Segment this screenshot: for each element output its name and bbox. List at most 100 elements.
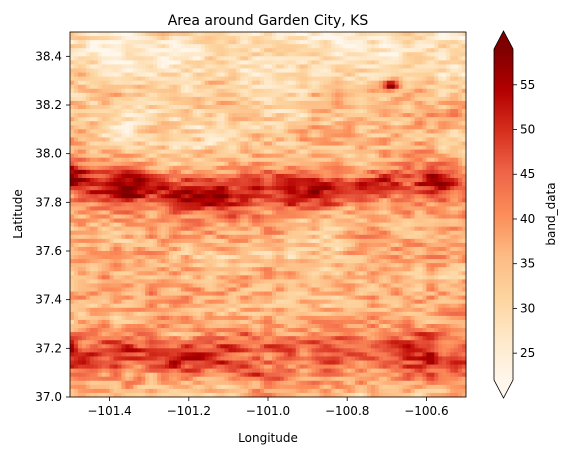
heat-cell bbox=[311, 64, 317, 69]
heat-cell bbox=[244, 113, 249, 118]
heat-cell bbox=[450, 141, 455, 147]
heat-cell bbox=[422, 182, 427, 187]
heat-cell bbox=[149, 222, 154, 228]
heat-cell bbox=[70, 109, 75, 114]
heat-cell bbox=[208, 161, 214, 167]
heat-cell bbox=[260, 84, 265, 90]
heat-cell bbox=[331, 218, 336, 224]
heat-cell bbox=[176, 157, 182, 163]
heat-cell bbox=[180, 178, 186, 183]
heat-cell bbox=[311, 165, 317, 171]
heat-cell bbox=[402, 125, 408, 130]
heat-cell bbox=[406, 84, 412, 90]
heat-cell bbox=[406, 117, 412, 122]
heat-cell bbox=[85, 214, 91, 220]
heat-cell bbox=[367, 80, 372, 86]
heat-cell bbox=[172, 230, 178, 236]
heat-cell bbox=[295, 169, 301, 175]
heat-cell bbox=[271, 186, 277, 191]
heat-cell bbox=[125, 32, 130, 37]
heat-cell bbox=[430, 109, 435, 114]
heat-cell bbox=[315, 52, 320, 57]
heat-cell bbox=[220, 60, 225, 65]
heat-cell bbox=[430, 210, 435, 215]
heat-cell bbox=[133, 113, 138, 118]
heat-cell bbox=[105, 214, 111, 220]
heat-cell bbox=[382, 64, 388, 69]
heat-cell bbox=[200, 145, 206, 151]
heat-cell bbox=[109, 149, 115, 155]
heat-cell bbox=[113, 129, 119, 134]
heat-cell bbox=[434, 165, 439, 171]
heat-cell bbox=[291, 32, 297, 37]
heat-cell bbox=[299, 88, 305, 94]
heat-cell bbox=[161, 165, 166, 171]
heat-cell bbox=[402, 198, 408, 203]
heat-cell bbox=[161, 230, 166, 236]
heat-cell bbox=[264, 186, 269, 191]
heat-cell bbox=[406, 44, 412, 49]
heat-cell bbox=[351, 80, 356, 86]
heat-cell bbox=[438, 141, 443, 147]
heat-cell bbox=[77, 186, 83, 191]
heat-cell bbox=[402, 206, 408, 211]
heat-cell bbox=[343, 230, 348, 236]
heat-cell bbox=[394, 169, 400, 175]
heat-cell bbox=[268, 64, 273, 69]
heat-cell bbox=[323, 226, 328, 232]
heat-cell bbox=[367, 182, 372, 187]
heat-cell bbox=[228, 121, 233, 126]
heat-cell bbox=[260, 52, 265, 57]
heat-cell bbox=[240, 88, 245, 94]
heat-cell bbox=[359, 137, 364, 142]
heat-cell bbox=[275, 149, 281, 155]
heat-cell bbox=[176, 96, 182, 102]
heat-cell bbox=[137, 117, 142, 122]
heat-cell bbox=[220, 206, 225, 211]
heat-cell bbox=[351, 194, 356, 199]
heat-cell bbox=[299, 194, 305, 199]
heat-cell bbox=[192, 36, 198, 41]
heat-cell bbox=[283, 44, 289, 49]
heat-cell bbox=[252, 32, 257, 37]
heat-cell bbox=[145, 210, 150, 215]
heat-cell bbox=[268, 157, 273, 163]
heat-cell bbox=[97, 76, 103, 82]
heat-cell bbox=[315, 92, 320, 98]
heat-cell bbox=[121, 32, 126, 37]
heat-cell bbox=[268, 80, 273, 86]
heat-cell bbox=[406, 226, 412, 232]
heat-cell bbox=[378, 169, 384, 175]
heat-cell bbox=[145, 173, 150, 179]
heat-cell bbox=[236, 145, 241, 151]
heat-cell bbox=[165, 60, 170, 65]
heat-cell bbox=[204, 52, 210, 57]
heat-cell bbox=[430, 194, 435, 199]
heat-cell bbox=[125, 76, 130, 82]
heat-cell bbox=[442, 92, 447, 98]
heat-cell bbox=[275, 230, 281, 236]
heat-cell bbox=[93, 214, 99, 220]
heat-cell bbox=[145, 230, 150, 236]
heat-cell bbox=[406, 157, 412, 163]
heat-cell bbox=[450, 129, 455, 134]
heat-cell bbox=[370, 141, 376, 147]
heat-cell bbox=[264, 125, 269, 130]
heat-cell bbox=[279, 40, 285, 45]
heat-cell bbox=[117, 68, 122, 74]
heat-cell bbox=[406, 52, 412, 57]
heat-cell bbox=[117, 80, 122, 86]
heat-cell bbox=[204, 40, 210, 45]
heat-cell bbox=[252, 109, 257, 114]
heat-cell bbox=[331, 129, 336, 134]
heat-cell bbox=[287, 84, 293, 90]
heat-cell bbox=[430, 76, 435, 82]
heat-cell bbox=[283, 206, 289, 211]
heat-cell bbox=[363, 121, 368, 126]
heat-cell bbox=[256, 210, 261, 215]
heat-cell bbox=[323, 92, 328, 98]
heat-cell bbox=[378, 186, 384, 191]
heat-cell bbox=[378, 173, 384, 179]
heat-cell bbox=[434, 36, 439, 41]
heat-cell bbox=[244, 186, 249, 191]
